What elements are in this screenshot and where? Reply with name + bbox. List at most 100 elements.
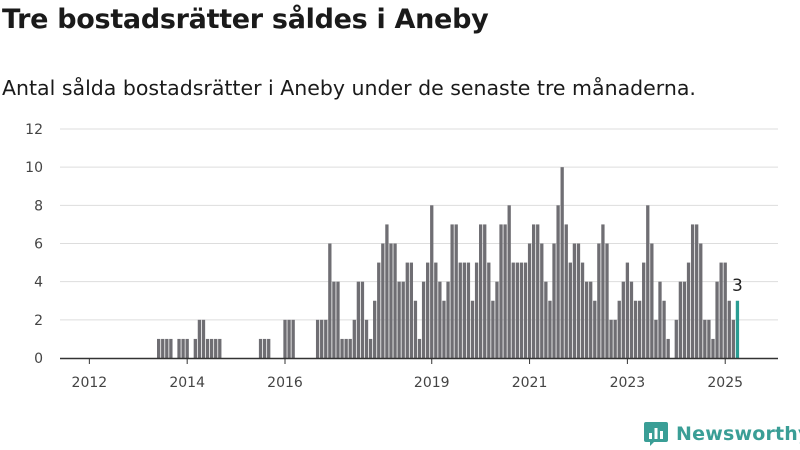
bar [593, 300, 597, 358]
y-tick-label: 0 [34, 351, 43, 367]
bar [344, 338, 348, 358]
bar [397, 281, 401, 358]
bar [356, 281, 361, 358]
bar [283, 319, 287, 358]
bar [193, 338, 197, 358]
bar [727, 300, 731, 358]
bar [621, 281, 625, 358]
x-tick-label: 2021 [512, 375, 548, 391]
bar [458, 262, 462, 358]
bar [466, 262, 471, 358]
bar [401, 281, 405, 358]
bar [491, 300, 495, 358]
bar [560, 167, 564, 358]
bar [629, 281, 634, 358]
bar [377, 262, 381, 358]
bar [291, 319, 295, 358]
bar [564, 224, 568, 358]
bar [483, 224, 487, 358]
bar [707, 319, 711, 358]
bar [511, 262, 515, 358]
bar [690, 224, 695, 358]
bar [715, 281, 719, 358]
bar [474, 262, 479, 358]
bar [584, 281, 589, 358]
bar [462, 262, 466, 358]
bar [368, 338, 373, 358]
bar [328, 243, 332, 358]
bar [552, 243, 556, 358]
bar [531, 224, 536, 358]
bar [674, 319, 678, 358]
bar [495, 281, 499, 358]
bar [324, 319, 328, 358]
bar [695, 224, 699, 358]
bar [589, 281, 593, 358]
bar [181, 338, 185, 358]
bar [470, 300, 475, 358]
bar [613, 319, 617, 358]
bar [405, 262, 409, 358]
bar [503, 224, 507, 358]
bar [633, 300, 638, 358]
bar [540, 243, 544, 358]
bar [617, 300, 621, 358]
bar [434, 262, 438, 358]
bar [409, 262, 414, 358]
y-tick-label: 4 [34, 275, 43, 291]
bar [165, 338, 169, 358]
bar [601, 224, 605, 358]
bar [421, 281, 426, 358]
bar [393, 243, 397, 358]
bar [609, 319, 613, 358]
highlight-value-label: 3 [732, 276, 743, 296]
bar [487, 262, 491, 358]
bar [197, 319, 202, 358]
bar [678, 281, 683, 358]
bar [157, 338, 161, 358]
y-tick-label: 2 [34, 313, 43, 329]
y-tick-label: 6 [34, 237, 43, 253]
bar [699, 243, 703, 358]
newsworthy-bar-chart-icon [644, 422, 668, 446]
bar [625, 262, 630, 358]
bar [450, 224, 454, 358]
bar [536, 224, 540, 358]
bar [267, 338, 271, 358]
bar [572, 243, 577, 358]
bar [576, 243, 581, 358]
bar [646, 205, 650, 358]
bar [381, 243, 385, 358]
bar [556, 205, 560, 358]
chart-subtitle: Antal sålda bostadsrätter i Aneby under … [2, 76, 696, 100]
bar [658, 281, 662, 358]
bar [214, 338, 218, 358]
x-tick-label: 2025 [707, 375, 743, 391]
bar [320, 319, 324, 358]
bar [385, 224, 389, 358]
y-tick-label: 12 [25, 122, 43, 138]
bar [438, 281, 442, 358]
bar [686, 262, 691, 358]
x-tick-label: 2012 [72, 375, 108, 391]
bar [507, 205, 511, 358]
x-tick-label: 2016 [267, 375, 303, 391]
bar [413, 300, 418, 358]
bar [389, 243, 393, 358]
bar [218, 338, 222, 358]
bar [161, 338, 165, 358]
bar [568, 262, 572, 358]
bar [703, 319, 707, 358]
bar [519, 262, 524, 358]
bars [157, 167, 740, 358]
bar [548, 300, 552, 358]
bar [336, 281, 340, 358]
brand-name: Newsworthy [676, 423, 800, 445]
bar [315, 319, 320, 358]
bar [417, 338, 422, 358]
brand-footer: Newsworthy [644, 420, 800, 448]
bar [446, 281, 450, 358]
bar [499, 224, 503, 358]
bar [666, 338, 670, 358]
bar [723, 262, 727, 358]
